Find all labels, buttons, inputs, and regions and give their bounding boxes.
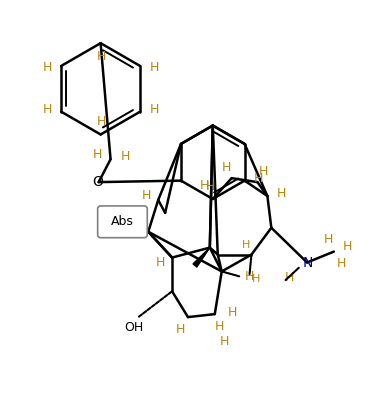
Text: H: H <box>245 270 254 283</box>
Text: H: H <box>93 148 102 161</box>
Text: Abs: Abs <box>111 215 134 228</box>
Text: H: H <box>337 257 346 270</box>
Text: H: H <box>215 320 224 333</box>
Text: H: H <box>284 271 294 284</box>
Text: H: H <box>206 180 215 193</box>
Text: H: H <box>155 256 165 269</box>
Text: H: H <box>121 150 130 163</box>
Text: H: H <box>259 165 268 178</box>
Text: H: H <box>277 186 286 199</box>
Text: H: H <box>114 217 123 230</box>
Text: H: H <box>42 103 52 116</box>
Text: H: H <box>97 50 106 62</box>
Text: H: H <box>324 233 334 246</box>
Text: H: H <box>97 115 106 128</box>
Text: H: H <box>42 62 52 75</box>
FancyBboxPatch shape <box>98 206 147 238</box>
Text: H: H <box>343 240 352 253</box>
Text: H: H <box>242 240 251 250</box>
Text: H: H <box>149 62 159 75</box>
Text: N: N <box>303 256 313 269</box>
Text: H: H <box>200 179 210 192</box>
Text: H: H <box>142 188 151 201</box>
Text: H: H <box>175 322 185 335</box>
Text: H: H <box>254 172 263 185</box>
Polygon shape <box>128 224 148 232</box>
Text: O: O <box>92 175 103 189</box>
Text: H: H <box>228 306 237 319</box>
Polygon shape <box>193 248 210 267</box>
Text: H: H <box>222 161 231 174</box>
Text: H: H <box>252 275 261 284</box>
Text: H: H <box>220 335 230 348</box>
Text: OH: OH <box>124 320 143 333</box>
Text: H: H <box>149 103 159 116</box>
